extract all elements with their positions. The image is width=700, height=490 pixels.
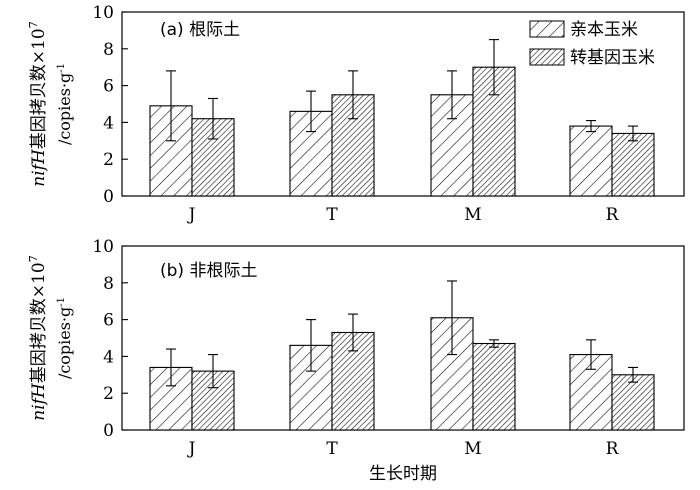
- y-tick-label: 6: [103, 311, 114, 331]
- bar-transgenic-m: [472, 342, 516, 431]
- bar-group: [149, 39, 655, 197]
- y-tick-label: 2: [103, 384, 114, 404]
- x-tick-label: J: [187, 439, 196, 459]
- legend-swatch-parent: [529, 20, 565, 38]
- x-tick-label: J: [187, 205, 196, 225]
- x-tick-label: R: [606, 439, 620, 459]
- x-tick-label: R: [606, 205, 620, 225]
- y-tick-label: 6: [103, 77, 114, 97]
- y-tick-label: 0: [103, 187, 114, 207]
- panel-title: (a) 根际土: [160, 20, 240, 40]
- legend-swatch-transgenic: [529, 48, 565, 66]
- y-axis-ticks: 0 2 4 6 8 10: [92, 3, 128, 207]
- plot-frame: [121, 11, 685, 197]
- panel-a: 0 2 4 6 8 10 J T M R (a) 根际土 nifH基因拷贝数×107 /copi…: [27, 3, 685, 225]
- x-tick-label: M: [464, 205, 481, 225]
- y-tick-label: 2: [103, 150, 114, 170]
- x-tick-label: T: [326, 439, 338, 459]
- x-tick-label: T: [326, 205, 338, 225]
- y-tick-label: 4: [103, 113, 114, 133]
- legend-label-parent: 亲本玉米: [570, 20, 638, 40]
- legend-label-transgenic: 转基因玉米: [570, 48, 655, 68]
- legend: 亲本玉米 转基因玉米: [529, 20, 655, 68]
- y-tick-label: 0: [103, 421, 114, 441]
- x-axis-label: 生长时期: [369, 464, 437, 484]
- plot-frame: [121, 245, 685, 431]
- y-tick-label: 8: [103, 274, 114, 294]
- panel-title: (b) 非根际土: [160, 261, 257, 281]
- y-axis-ticks: 0 2 4 6 8 10: [92, 237, 128, 441]
- y-axis-label: nifH基因拷贝数×107: [27, 21, 49, 186]
- y-axis-label: nifH基因拷贝数×107: [27, 255, 49, 420]
- y-tick-label: 8: [103, 40, 114, 60]
- y-tick-label: 10: [92, 237, 114, 257]
- bar-transgenic-r: [611, 132, 655, 197]
- bar-group: [149, 280, 655, 431]
- y-tick-label: 4: [103, 347, 114, 367]
- y-axis-unit: /copies·g-1: [55, 63, 74, 145]
- bar-transgenic-r: [611, 374, 655, 431]
- panel-b: 0 2 4 6 8 10 J T M R (b) 非根际土 nifH基因拷贝数×107 /cop…: [27, 237, 685, 484]
- y-axis-unit: /copies·g-1: [55, 297, 74, 379]
- bar-transgenic-j: [191, 370, 235, 431]
- bar-parent-r: [569, 125, 613, 197]
- x-tick-label: M: [464, 439, 481, 459]
- y-tick-label: 10: [92, 3, 114, 23]
